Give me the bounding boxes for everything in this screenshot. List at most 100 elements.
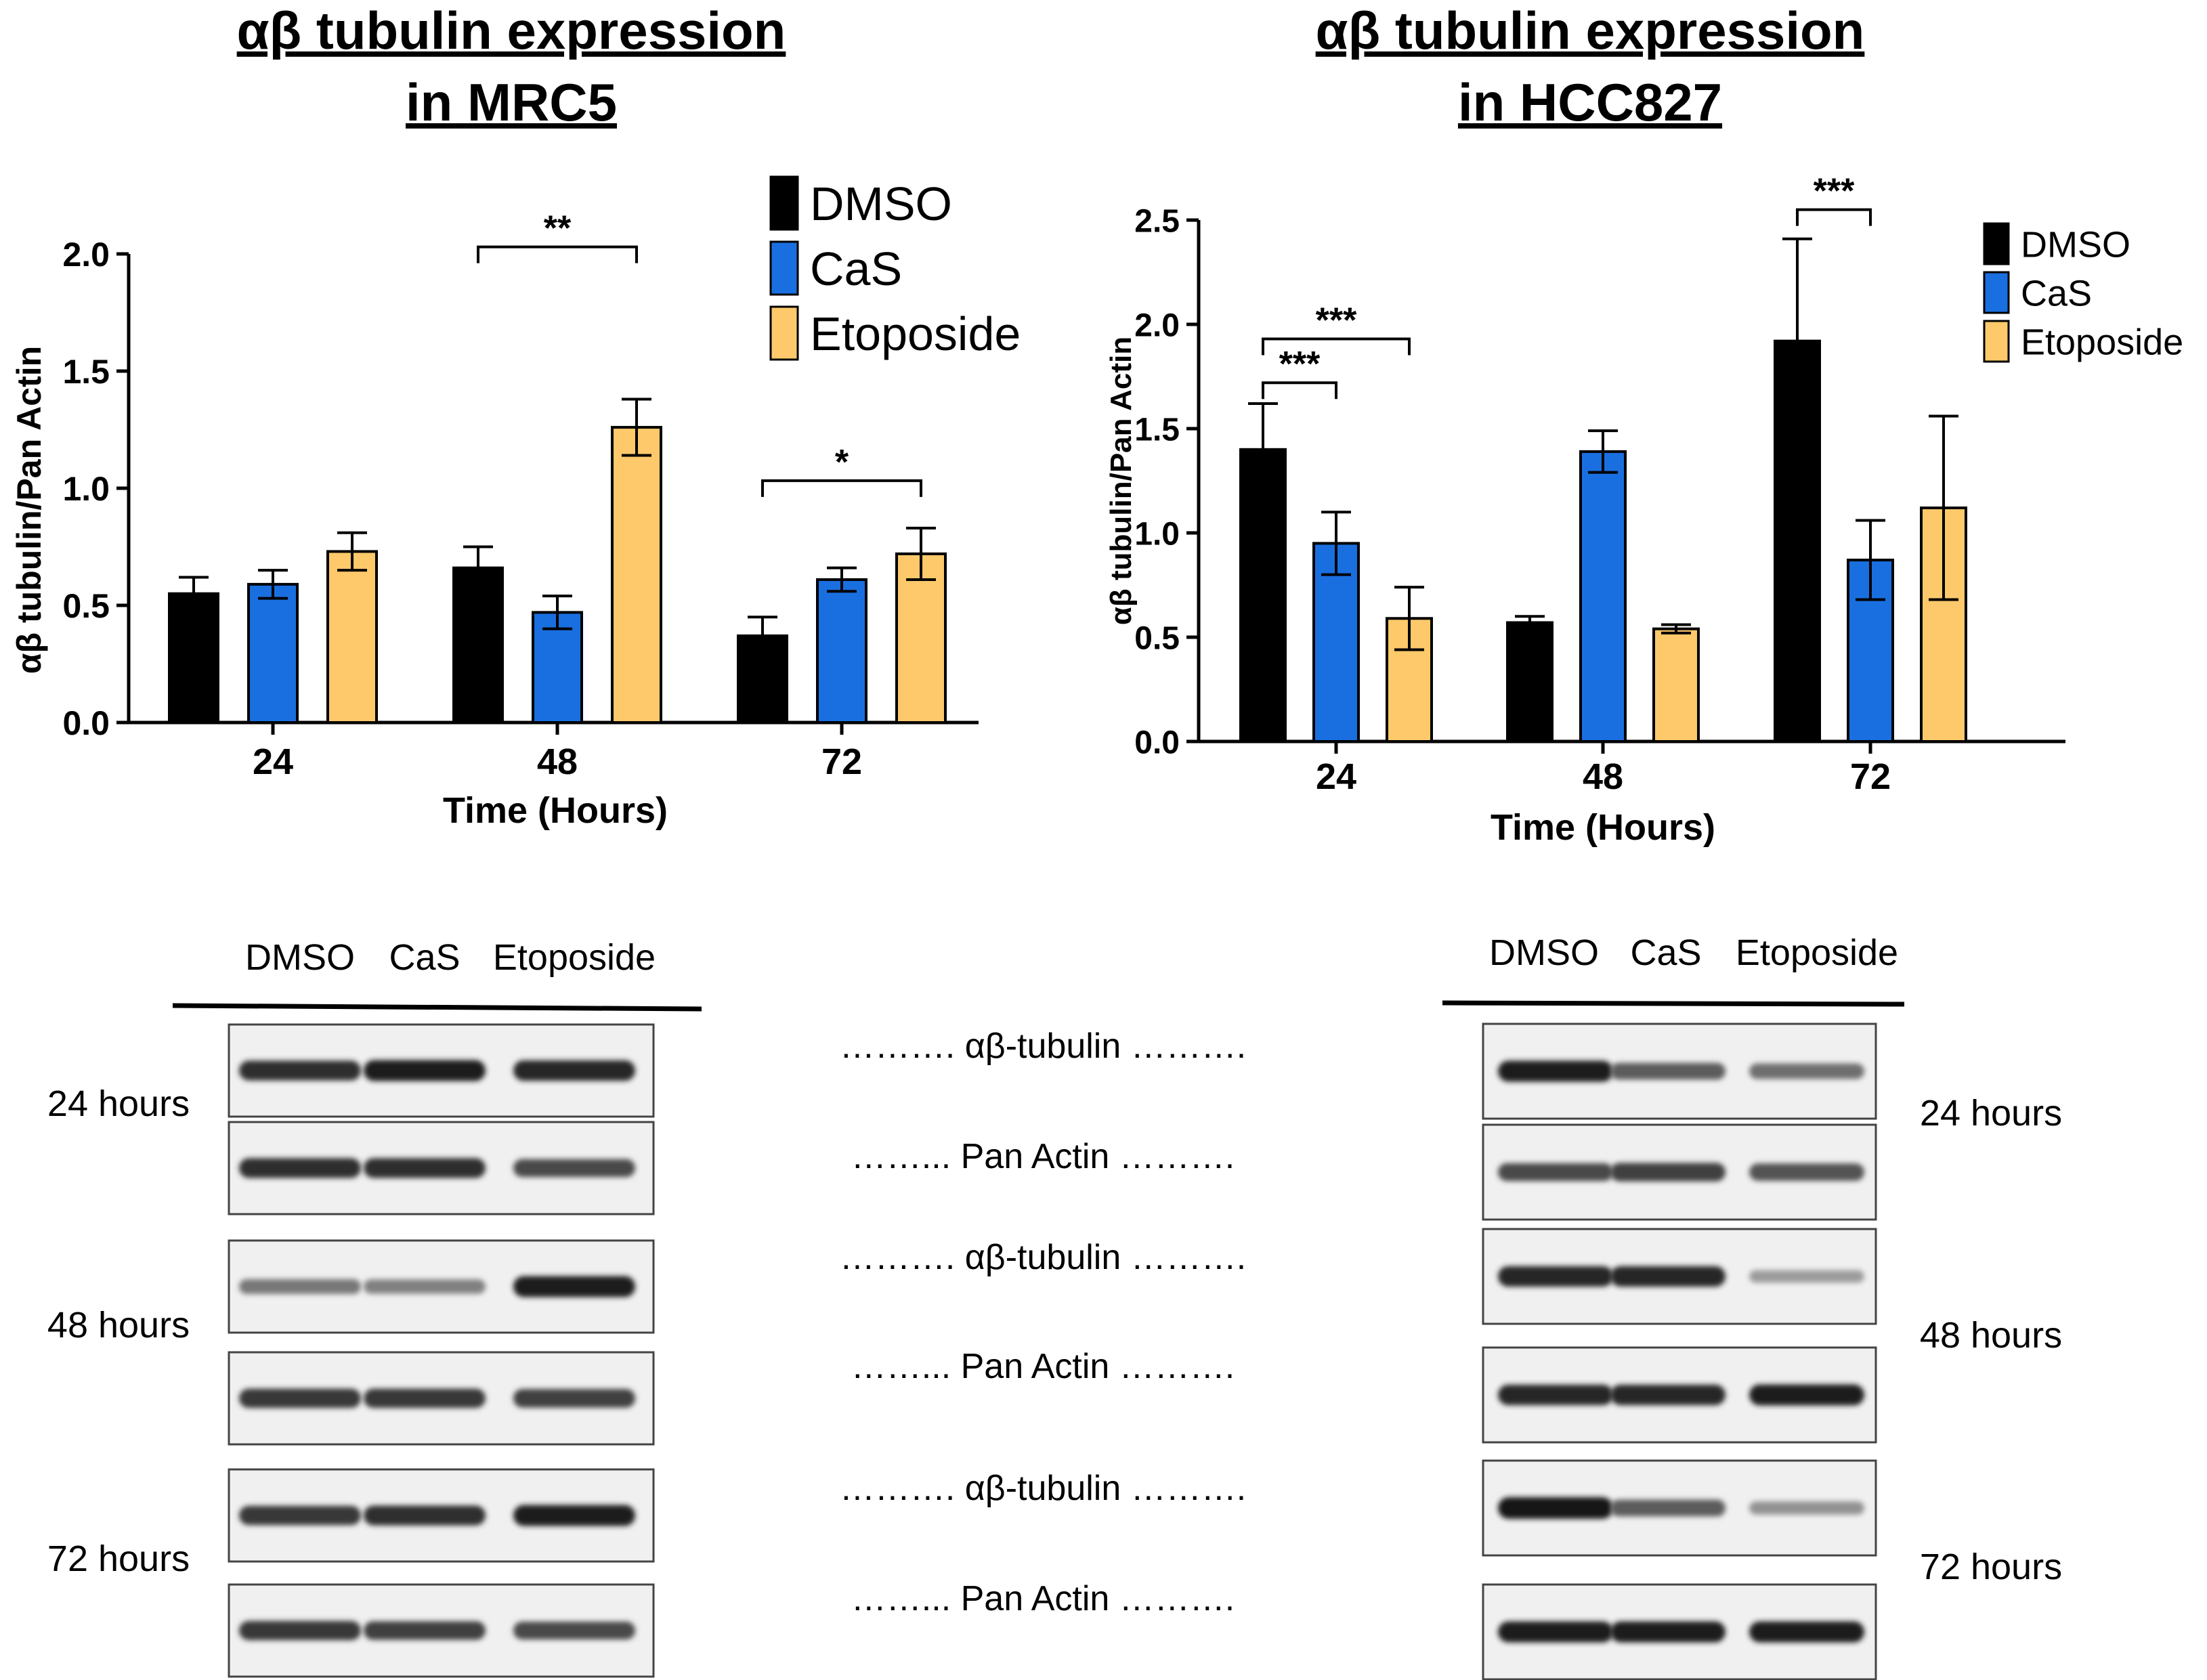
blot1-band xyxy=(513,1276,635,1297)
blot1-time-label: 24 hours xyxy=(47,1083,190,1124)
chart1-bar-etoposide-72 xyxy=(895,552,947,724)
chart2-legend: DMSO CaS Etoposide xyxy=(1983,222,2183,363)
blot2-band xyxy=(1610,1266,1726,1287)
western-blots: DMSO CaS Etoposide ………. αβ-tubulin ………. ……..… xyxy=(47,932,2062,1680)
chart2-legend-label-dmso: DMSO xyxy=(2021,224,2130,265)
blot2-band xyxy=(1749,1621,1864,1643)
blot2-band xyxy=(1498,1266,1613,1287)
chart2-errorbar xyxy=(1515,615,1545,630)
blot1-band-label: ……... Pan Actin ………. xyxy=(851,1137,1235,1176)
blot1-band xyxy=(364,1505,486,1526)
chart2-bar-dmso-48 xyxy=(1506,621,1554,743)
chart2-xtick-label: 48 xyxy=(1583,756,1623,797)
chart1-significance-label: ** xyxy=(544,209,572,249)
chart2-significance-label: *** xyxy=(1279,345,1321,384)
chart1-errorbar xyxy=(542,595,572,630)
chart2-xtick-label: 72 xyxy=(1850,756,1891,797)
chart1-xtick-label: 72 xyxy=(821,741,862,782)
blot1-band xyxy=(513,1159,635,1178)
blot2-time-label: 24 hours xyxy=(1920,1093,2062,1134)
chart1-errorbar xyxy=(827,566,857,593)
chart1-bar-dmso-72 xyxy=(737,634,788,724)
chart1-errorbar xyxy=(906,526,936,581)
chart1-significance-label: * xyxy=(835,443,849,482)
chart1-errorbar xyxy=(337,531,367,572)
blot2-lane-label: Etoposide xyxy=(1736,932,1898,973)
blot1-lane-label: Etoposide xyxy=(493,937,656,978)
blot2-band xyxy=(1749,1270,1864,1283)
chart2-legend-swatch-etoposide xyxy=(1983,320,2010,363)
chart2-errorbar xyxy=(1782,237,1812,445)
blot1-band-label: ………. αβ-tubulin ………. xyxy=(840,1027,1246,1066)
blot2-group: DMSO CaS Etoposide 24 hours 48 hours 72 hours xyxy=(1442,932,2062,1680)
chart2-legend-label-etoposide: Etoposide xyxy=(2021,322,2183,362)
chart1-bar-cas-72 xyxy=(816,578,867,724)
chart1-bar-cas-24 xyxy=(247,582,299,724)
chart1-xtick-label: 48 xyxy=(537,741,578,782)
blot1-band xyxy=(364,1621,486,1640)
chart2-significance-bracket xyxy=(1262,381,1337,400)
chart1-significance-bracket xyxy=(477,245,638,263)
chart1-legend-label-cas: CaS xyxy=(810,242,902,295)
blot1-time-label: 72 hours xyxy=(47,1538,190,1579)
chart2-ytick-label: 1.5 xyxy=(1134,412,1180,448)
blot1-band xyxy=(364,1158,486,1178)
chart2-xtick-label: 24 xyxy=(1316,756,1356,797)
chart1-errorbar xyxy=(748,616,777,656)
blot2-time-label: 48 hours xyxy=(1920,1315,2062,1356)
blot1-band xyxy=(239,1620,361,1641)
blot1-band-label: ………. αβ-tubulin ………. xyxy=(840,1469,1246,1508)
blot1-band xyxy=(239,1158,361,1178)
chart1-ytick-label: 1.0 xyxy=(62,470,110,508)
blot2-band xyxy=(1610,1499,1726,1517)
chart2-bar-cas-24 xyxy=(1312,542,1360,744)
chart1-bar-etoposide-48 xyxy=(611,426,662,724)
chart2-ytick-label: 1.0 xyxy=(1134,516,1180,552)
chart1-ytick-label: 0.0 xyxy=(62,704,110,742)
chart1-ytick-label: 1.5 xyxy=(62,353,110,391)
blot2-header-line xyxy=(1442,1000,1905,1007)
blot1-band xyxy=(239,1278,361,1295)
blot1-band xyxy=(364,1388,486,1408)
blot2-band xyxy=(1749,1063,1864,1079)
chart2-ylabel: αβ tubulin/Pan Actin xyxy=(1105,337,1138,625)
chart2-xlabel: Time (Hours) xyxy=(1491,807,1715,848)
blot1-time-label: 48 hours xyxy=(47,1305,190,1345)
blot2-band xyxy=(1610,1384,1726,1406)
blot2-band xyxy=(1749,1501,1864,1515)
chart1-bar-etoposide-24 xyxy=(326,550,378,724)
blot1-band-label: ……... Pan Actin ………. xyxy=(851,1347,1235,1386)
chart1-ytick-label: 2.0 xyxy=(62,236,110,274)
blot1-band xyxy=(364,1060,486,1081)
chart2-ytick-label: 2.0 xyxy=(1134,307,1180,343)
chart2-ytick-label: 0.0 xyxy=(1134,725,1180,760)
blot1-band-label: ………. αβ-tubulin ………. xyxy=(840,1238,1246,1277)
blot2-band xyxy=(1498,1060,1613,1082)
chart1-errorbar xyxy=(622,397,651,457)
blot2-band xyxy=(1610,1062,1726,1080)
chart2-legend-label-cas: CaS xyxy=(2021,273,2092,314)
chart1-significance-bracket xyxy=(761,479,922,497)
blot1-band xyxy=(239,1505,361,1526)
chart2-bar-cas-48 xyxy=(1579,450,1627,743)
chart1-errorbar xyxy=(463,545,493,590)
blot1-lane-label: DMSO xyxy=(245,937,355,978)
chart2-legend-swatch-cas xyxy=(1983,271,2010,314)
chart2-significance-label: *** xyxy=(1814,172,1855,211)
chart1-legend: DMSO CaS Etoposide xyxy=(769,175,1021,361)
blot2-lane-label: DMSO xyxy=(1489,932,1599,973)
chart2-bar-etoposide-72 xyxy=(1920,507,1967,743)
blot1-band xyxy=(513,1060,635,1081)
chart2-significance-label: *** xyxy=(1316,301,1357,341)
chart1-xlabel: Time (Hours) xyxy=(443,790,668,831)
blot2-band xyxy=(1498,1163,1613,1182)
chart2-significance-bracket xyxy=(1796,208,1872,226)
blot2-lane-label: CaS xyxy=(1630,932,1701,973)
blot2-time-label: 72 hours xyxy=(1920,1547,2062,1587)
blot2-band xyxy=(1610,1163,1726,1182)
blot1-band xyxy=(513,1505,635,1526)
chart2-title-line1: αβ tubulin expression xyxy=(1316,1,1865,60)
chart1-legend-label-etoposide: Etoposide xyxy=(810,307,1021,360)
